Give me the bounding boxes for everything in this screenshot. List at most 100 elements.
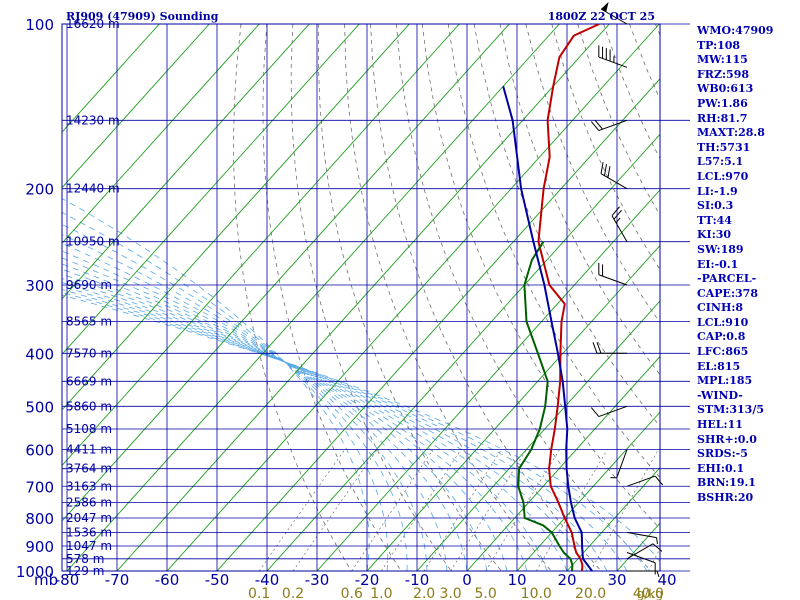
sounding-index-item: CAPE:378 [697,286,758,300]
height-label: 2047 m [66,511,112,525]
isotherm-line [62,24,310,300]
isotherm-line [62,24,160,133]
sounding-index-item: SI:0.3 [697,199,734,213]
wind-barb [626,475,664,487]
temperature-tick-label: -30 [305,571,330,589]
height-label: 7570 m [66,346,112,360]
height-label: 578 m [66,552,104,566]
isotherm-line [116,24,610,571]
isotherm-line [62,24,510,522]
sounding-index-item: LI:-1.9 [697,184,738,198]
sounding-indices-panel: WMO:47909 TP:108 MW:115 FRZ:598 WB0:613 PW:1.… [697,24,773,506]
moist-adiabat [62,223,408,571]
height-label: 129 m [66,564,104,578]
height-label: 9690 m [66,278,112,292]
isotherm-line [62,24,460,467]
sounding-index-item: FRZ:598 [697,67,750,81]
pressure-tick-label: 400 [25,345,54,363]
wind-barb [590,119,628,132]
height-label: 2586 m [66,496,112,510]
sounding-index-item: STM:313/5 [697,403,764,417]
wind-barb [592,342,627,354]
sounding-index-item: EI:-0.1 [697,257,739,271]
wind-barb [626,531,658,544]
sounding-index-item: RH:81.7 [697,111,748,125]
wind-barbs [590,1,664,578]
temperature-tick-label: 20 [557,571,576,589]
series-dewpoint-line [517,241,574,571]
moist-adiabat [62,273,548,571]
mixing-ratio-line [351,449,434,571]
sounding-index-item: LFC:865 [697,345,749,359]
wind-barb [627,570,660,578]
pressure-tick-label: 300 [25,277,54,295]
height-label: 5860 m [66,399,112,413]
mixing-ratio-label: 2.0 [413,586,435,600]
sounding-index-item: -WIND- [697,388,743,402]
pressure-tick-label: 500 [25,398,54,416]
sounding-index-item: HEL:11 [697,418,743,432]
isotherm-lines [62,24,660,571]
sounding-index-item: L57:5.1 [697,155,744,169]
wind-barb [610,449,628,479]
temperature-tick-label: 10 [507,571,526,589]
height-label: 1047 m [66,539,112,553]
sounding-index-item: MAXT:28.8 [697,126,765,140]
mixing-ratio-label: 20.0 [575,586,606,600]
mixing-ratio-unit-label: g/kg [637,587,663,600]
sounding-index-item: SRDS:-5 [697,447,748,461]
chart-time-label: 1800Z 22 OCT 25 [548,10,655,23]
isotherm-line [166,24,660,571]
pressure-tick-label: 900 [25,538,54,556]
series-parcel-line [502,86,593,571]
isotherm-line [66,24,560,571]
height-label: 12440 m [66,182,120,196]
temperature-tick-label: 40 [657,571,676,589]
temperature-tick-label: -80 [55,571,80,589]
height-label: 3764 m [66,462,112,476]
sounding-index-item: MPL:185 [697,374,753,388]
sounding-index-item: BSHR:20 [697,491,754,504]
isotherm-line [416,300,660,571]
height-label: 5108 m [66,422,112,436]
isotherm-line [316,189,660,571]
mixing-ratio-label: 5.0 [474,586,496,600]
isotherm-line [62,24,410,411]
wind-barb [626,552,656,575]
pressure-tick-label: 700 [25,478,54,496]
mixing-ratio-label: 0.1 [248,586,270,600]
isotherm-line [516,411,660,571]
wind-barb [598,263,628,286]
sounding-index-item: CAP:0.8 [697,330,746,344]
sounding-index-item: LCL:910 [697,315,749,329]
temperature-tick-label: 0 [462,571,472,589]
mixing-ratio-label: 10.0 [521,586,552,600]
y-axis-unit-label: mb [34,571,58,589]
sounding-index-item: SW:189 [697,242,744,256]
moist-adiabat [62,250,468,571]
wind-barb [600,1,628,25]
height-label: 8565 m [66,315,112,329]
wind-barb [600,162,628,190]
moist-adiabat [62,211,389,571]
pressure-tick-label: 100 [25,16,54,34]
height-label: 10950 m [66,235,120,249]
sounding-index-item: WB0:613 [697,82,754,96]
sounding-index-item: TP:108 [697,38,741,52]
plot-frame [61,23,661,572]
isotherm-line [266,133,660,571]
wind-barb [611,206,628,242]
mixing-ratio-label: 1.0 [370,586,392,600]
temperature-tick-label: -60 [155,571,180,589]
sounding-series [502,24,600,571]
sounding-index-item: TT:44 [697,213,732,227]
temperature-tick-label: 30 [607,571,626,589]
mixing-ratio-line [258,449,345,571]
mixing-ratio-line [381,449,462,571]
height-label: 14230 m [66,113,120,127]
mixing-ratio-label: 3.0 [439,586,461,600]
sounding-index-item: TH:5731 [697,140,751,154]
pressure-tick-label: 200 [25,181,54,199]
